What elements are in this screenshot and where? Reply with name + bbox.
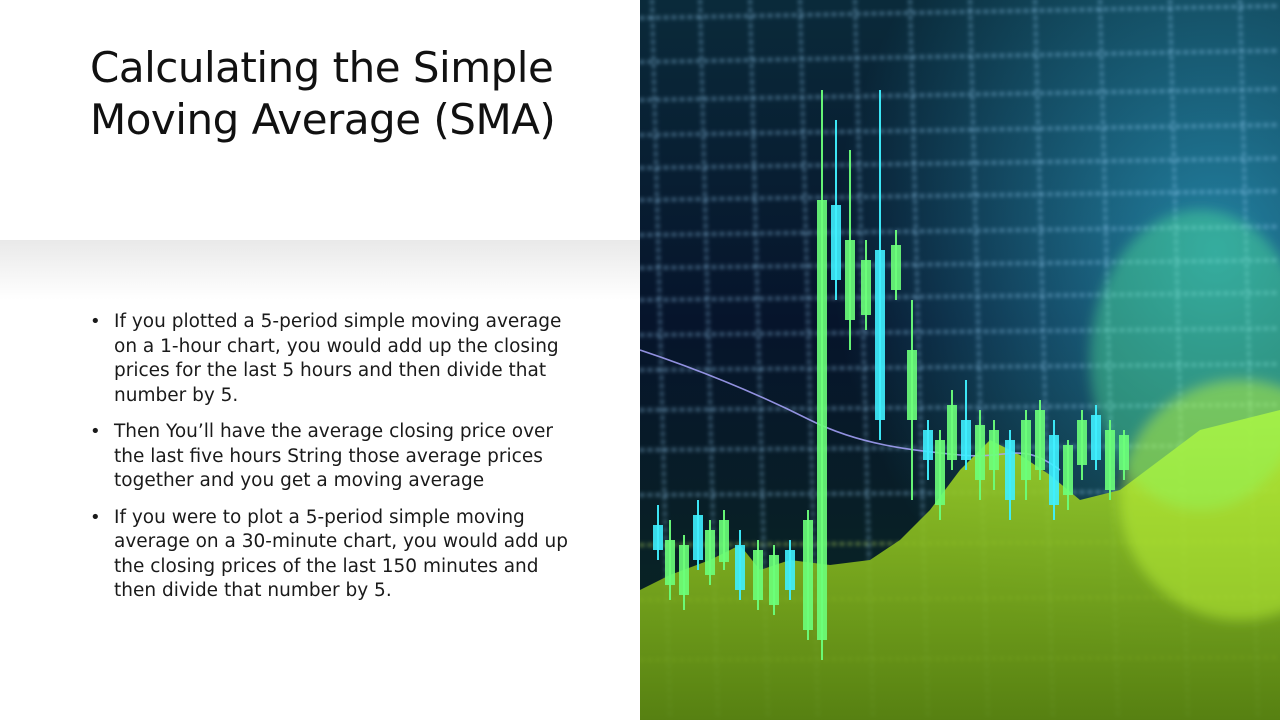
grid-line: [640, 49, 1280, 64]
grid-line: [640, 259, 1280, 270]
candle-body: [961, 420, 971, 460]
glow-blob: [1120, 380, 1280, 620]
candle-body: [1005, 440, 1015, 500]
slide-title: Calculating the Simple Moving Average (S…: [90, 43, 556, 144]
candle-body: [1091, 415, 1101, 460]
candle-body: [817, 200, 827, 640]
candle-body: [1063, 445, 1073, 495]
candle-body: [1035, 410, 1045, 470]
candle-body: [1049, 435, 1059, 505]
candle-body: [861, 260, 871, 315]
stock-chart-image: [640, 0, 1280, 720]
candle-body: [1021, 420, 1031, 480]
photo-right-glow: [1090, 210, 1280, 620]
photo-grid: [640, 0, 1280, 720]
candle-body: [935, 440, 945, 505]
candle-body: [785, 550, 795, 590]
bullet-icon: •: [90, 311, 101, 332]
candle-body: [989, 430, 999, 470]
candle-body: [653, 525, 663, 550]
grid-line: [640, 4, 1280, 20]
grid-line: [640, 225, 1280, 237]
candle-body: [975, 425, 985, 480]
grid-line: [640, 189, 1280, 202]
bullet-list: • If you plotted a 5-period simple moving…: [90, 310, 570, 616]
grid-line: [640, 362, 1280, 372]
bullet-item: • Then You’ll have the average closing pr…: [90, 420, 570, 494]
bullet-item: • If you plotted a 5-period simple moving…: [90, 310, 570, 408]
grid-line: [640, 157, 1280, 170]
title-shadow: [0, 240, 640, 300]
grid-line: [640, 123, 1280, 137]
candle-body: [1105, 430, 1115, 490]
candle-body: [719, 520, 729, 562]
bullet-item: • If you were to plot a 5-period simple m…: [90, 506, 570, 604]
candle-body: [679, 545, 689, 595]
candle-body: [705, 530, 715, 575]
candle-body: [693, 515, 703, 560]
bullet-text: Then You’ll have the average closing pri…: [114, 421, 554, 491]
grid-line: [640, 291, 1280, 302]
stock-chart-photo: [640, 0, 1280, 720]
candle-body: [769, 555, 779, 605]
grid-line: [640, 444, 1280, 452]
candle-body: [665, 540, 675, 585]
candle-body: [803, 520, 813, 630]
candle-body: [923, 430, 933, 460]
candle-body: [753, 550, 763, 600]
bullet-text: If you were to plot a 5-period simple mo…: [114, 506, 568, 602]
grid-line: [640, 88, 1280, 102]
candle-body: [875, 250, 885, 420]
candle-body: [1119, 435, 1129, 470]
grid-line: [640, 403, 1280, 412]
grid-line: [640, 327, 1280, 337]
bullet-icon: •: [90, 421, 101, 442]
candle-body: [735, 545, 745, 590]
bullet-icon: •: [90, 506, 101, 528]
photo-area: [640, 410, 1280, 720]
candle-body: [907, 350, 917, 420]
candle-body: [1077, 420, 1087, 465]
candle-body: [831, 205, 841, 280]
candle-body: [845, 240, 855, 320]
bullet-text: If you plotted a 5-period simple moving …: [114, 311, 562, 406]
photo-candles: [653, 90, 1129, 660]
title-band: Calculating the Simple Moving Average (S…: [0, 0, 640, 240]
candle-body: [891, 245, 901, 290]
candle-body: [947, 405, 957, 460]
text-panel: Calculating the Simple Moving Average (S…: [0, 0, 640, 616]
